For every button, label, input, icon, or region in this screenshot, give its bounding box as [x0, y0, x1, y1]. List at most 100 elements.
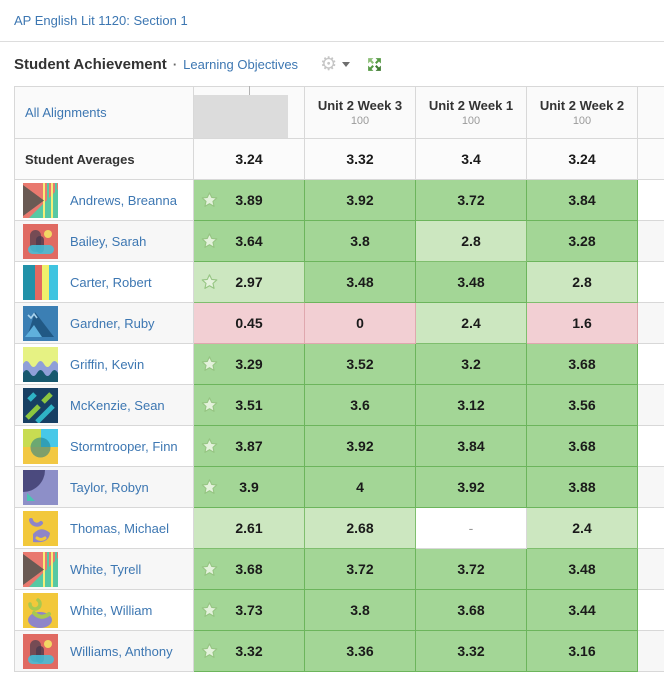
- score-cell[interactable]: 3.72: [304, 548, 416, 590]
- score-cell[interactable]: 3.29: [193, 343, 305, 385]
- score-cell[interactable]: 3.92: [415, 466, 527, 508]
- score-cell[interactable]: 3.51: [193, 384, 305, 426]
- score-cell[interactable]: 2.8: [526, 261, 638, 303]
- score-cell[interactable]: 3.89: [193, 179, 305, 221]
- score-cell[interactable]: 3.12: [415, 384, 527, 426]
- score-value: 0.45: [235, 315, 263, 331]
- score-cell[interactable]: 2.68: [304, 507, 416, 549]
- student-name-link[interactable]: Carter, Robert: [70, 274, 152, 290]
- column-label: Unit 2 Week 3: [317, 98, 403, 113]
- course-header: AP English Lit 1120: Section 1: [0, 0, 664, 42]
- table-row: McKenzie, Sean 3.51 3.6 3.12 3.56: [14, 384, 664, 426]
- column-header-unit2week3[interactable]: Unit 2 Week 3 100: [304, 86, 416, 139]
- student-name-link[interactable]: Andrews, Breanna: [70, 192, 177, 208]
- score-cell[interactable]: 3.28: [526, 220, 638, 262]
- score-value: 3.44: [568, 602, 596, 618]
- score-cell[interactable]: 2.4: [526, 507, 638, 549]
- column-header-unit2week1[interactable]: Unit 2 Week 1 100: [415, 86, 527, 139]
- column-header-unit2week2[interactable]: Unit 2 Week 2 100: [526, 86, 638, 139]
- score-cell[interactable]: 3.2: [415, 343, 527, 385]
- student-name-link[interactable]: Griffin, Kevin: [70, 356, 145, 372]
- student-name-link[interactable]: White, William: [70, 602, 153, 618]
- score-value: 3.68: [568, 356, 596, 372]
- score-cell[interactable]: 0.45: [193, 302, 305, 344]
- student-name-link[interactable]: White, Tyrell: [70, 561, 142, 577]
- student-name-link[interactable]: Taylor, Robyn: [70, 479, 149, 495]
- score-cell[interactable]: 0: [304, 302, 416, 344]
- student-name-cell: Thomas, Michael: [14, 507, 194, 549]
- avatar: [23, 510, 58, 546]
- score-cell[interactable]: 3.84: [415, 425, 527, 467]
- score-cell[interactable]: 3.32: [415, 630, 527, 672]
- score-cell[interactable]: 1.6: [526, 302, 638, 344]
- score-cell[interactable]: 3.8: [304, 220, 416, 262]
- score-cell[interactable]: 2.61: [193, 507, 305, 549]
- score-cell[interactable]: 3.48: [415, 261, 527, 303]
- score-value: 2.97: [235, 274, 263, 290]
- score-cell[interactable]: 3.64: [193, 220, 305, 262]
- star-icon: [201, 602, 218, 619]
- score-cell[interactable]: 3.52: [304, 343, 416, 385]
- score-cell[interactable]: 2.97: [193, 261, 305, 303]
- score-cell[interactable]: 3.16: [526, 630, 638, 672]
- score-cell[interactable]: 3.72: [415, 548, 527, 590]
- score-cell[interactable]: 3.87: [193, 425, 305, 467]
- score-cell[interactable]: 4: [304, 466, 416, 508]
- table-row: Taylor, Robyn 3.9 4 3.92 3.88: [14, 466, 664, 508]
- column-points: 100: [461, 115, 481, 127]
- score-cell[interactable]: 2.4: [415, 302, 527, 344]
- score-value: 3.87: [235, 438, 263, 454]
- all-alignments-link[interactable]: All Alignments: [25, 104, 107, 120]
- average-cell-empty: [637, 138, 664, 180]
- star-icon: [201, 397, 218, 414]
- student-name-link[interactable]: Thomas, Michael: [70, 520, 169, 536]
- learning-objectives-link[interactable]: Learning Objectives: [183, 57, 299, 72]
- empty-cell: [637, 589, 664, 631]
- score-cell[interactable]: 3.84: [526, 179, 638, 221]
- score-value: 3.68: [235, 561, 263, 577]
- title-separator: ·: [172, 57, 178, 72]
- score-cell[interactable]: 3.6: [304, 384, 416, 426]
- score-cell[interactable]: 3.56: [526, 384, 638, 426]
- score-cell[interactable]: 3.68: [415, 589, 527, 631]
- course-title-link[interactable]: AP English Lit 1120: Section 1: [14, 13, 188, 28]
- score-cell[interactable]: 3.68: [526, 425, 638, 467]
- score-cell[interactable]: 3.92: [304, 179, 416, 221]
- score-cell[interactable]: 3.8: [304, 589, 416, 631]
- column-header-ccss[interactable]: CCSS.ELA-Lite...: [193, 86, 305, 164]
- fullscreen-button[interactable]: [366, 56, 383, 73]
- student-averages-label: Student Averages: [14, 138, 194, 180]
- avatar: [23, 387, 58, 424]
- score-cell[interactable]: 3.73: [193, 589, 305, 631]
- score-cell[interactable]: 3.44: [526, 589, 638, 631]
- score-cell[interactable]: 2.8: [415, 220, 527, 262]
- table-row: Williams, Anthony 3.32 3.36 3.32 3.16: [14, 630, 664, 672]
- settings-menu-button[interactable]: ⚙: [320, 55, 351, 74]
- avatar: [23, 633, 58, 669]
- score-cell[interactable]: 3.32: [193, 630, 305, 672]
- student-name-link[interactable]: Stormtrooper, Finn: [70, 438, 178, 454]
- avatar: [23, 592, 58, 628]
- score-cell[interactable]: 3.68: [193, 548, 305, 590]
- score-cell[interactable]: 3.92: [304, 425, 416, 467]
- section-header: Student Achievement · Learning Objective…: [0, 42, 664, 86]
- student-name-link[interactable]: Bailey, Sarah: [70, 233, 147, 249]
- student-name-link[interactable]: McKenzie, Sean: [70, 397, 165, 413]
- score-cell[interactable]: 3.48: [304, 261, 416, 303]
- score-value: 3.28: [568, 233, 596, 249]
- score-cell[interactable]: 3.72: [415, 179, 527, 221]
- score-cell[interactable]: -: [415, 507, 527, 549]
- empty-cell: [637, 179, 664, 221]
- score-value: 3.92: [346, 438, 374, 454]
- score-cell[interactable]: 3.48: [526, 548, 638, 590]
- average-cell: 3.32: [304, 138, 416, 180]
- score-cell[interactable]: 3.36: [304, 630, 416, 672]
- avatar: [23, 305, 58, 341]
- score-cell[interactable]: 3.68: [526, 343, 638, 385]
- student-name-link[interactable]: Williams, Anthony: [70, 643, 173, 659]
- student-name-link[interactable]: Gardner, Ruby: [70, 315, 155, 331]
- average-cell: 3.4: [415, 138, 527, 180]
- score-cell[interactable]: 3.9: [193, 466, 305, 508]
- score-cell[interactable]: 3.88: [526, 466, 638, 508]
- student-name-cell: Stormtrooper, Finn: [14, 425, 194, 467]
